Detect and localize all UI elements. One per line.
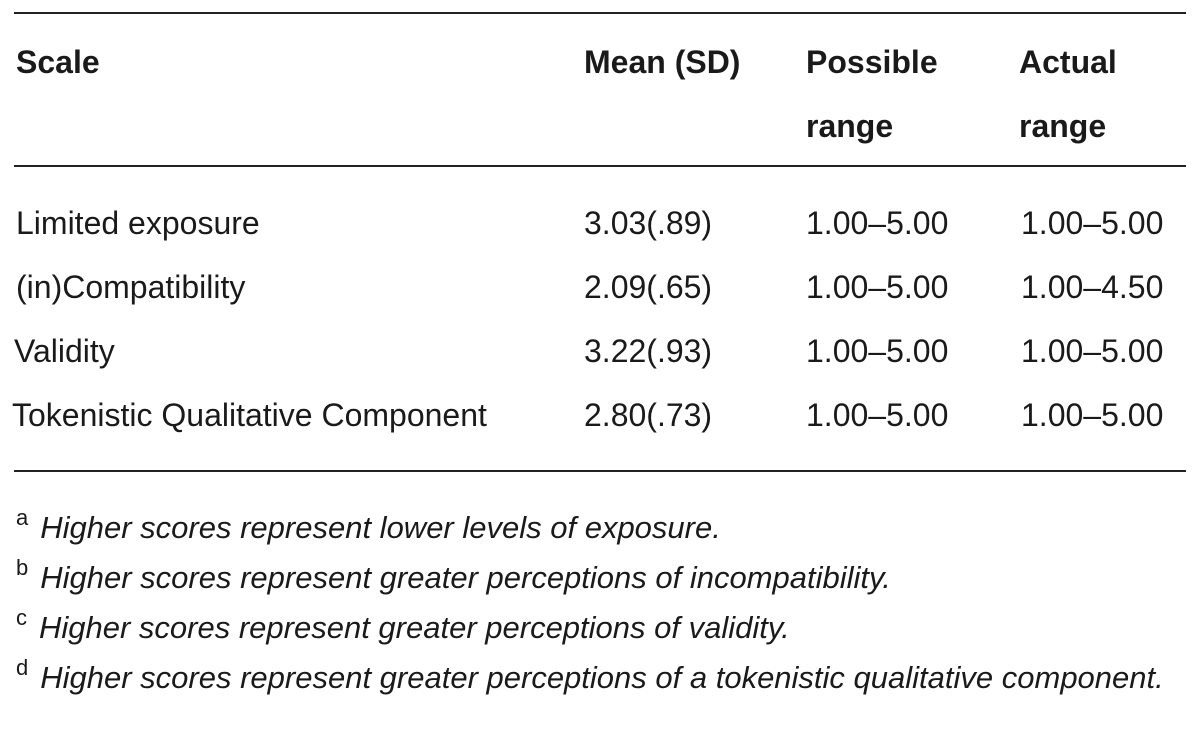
- footnote-text: Higher scores represent greater percepti…: [40, 660, 1164, 695]
- footnote: d Higher scores represent greater percept…: [16, 655, 1188, 699]
- footnote: c Higher scores represent greater percept…: [16, 603, 1188, 653]
- cell-possible-range: 1.00–5.00: [806, 205, 949, 241]
- cell-scale: (in)Compatibility: [16, 269, 246, 305]
- cell-scale: Validity: [14, 333, 115, 369]
- header-actual-line1: Actual: [1019, 44, 1117, 80]
- footnote-mark: a: [16, 505, 29, 530]
- cell-actual-range: 1.00–5.00: [1021, 333, 1164, 369]
- footnote-text: Higher scores represent greater percepti…: [40, 560, 891, 595]
- cell-mean: 3.03(.89): [584, 205, 713, 241]
- top-rule: [14, 12, 1186, 14]
- footnote-text: Higher scores represent greater percepti…: [39, 610, 790, 645]
- header-possible-line1: Possible: [806, 44, 938, 80]
- cell-possible-range: 1.00–5.00: [806, 397, 949, 433]
- header-possible-line2: range: [806, 108, 894, 144]
- cell-actual-range: 1.00–4.50: [1021, 269, 1164, 305]
- cell-actual-range: 1.00–5.00: [1021, 397, 1164, 433]
- footnote: b Higher scores represent greater percept…: [16, 553, 1188, 603]
- cell-possible-range: 1.00–5.00: [806, 269, 949, 305]
- cell-actual-range: 1.00–5.00: [1021, 205, 1164, 241]
- header-actual-line2: range: [1019, 108, 1107, 144]
- header-scale: Scale: [16, 44, 100, 80]
- bottom-rule: [14, 470, 1186, 472]
- footnote: a Higher scores represent lower levels of…: [16, 503, 1188, 553]
- footnote-mark: d: [16, 655, 29, 680]
- header-mean: Mean (SD): [584, 44, 741, 80]
- cell-mean: 2.80(.73): [584, 397, 713, 433]
- footnote-mark: c: [16, 605, 27, 630]
- footnote-text: Higher scores represent lower levels of …: [40, 510, 721, 545]
- footnote-mark: b: [16, 555, 29, 580]
- cell-mean: 2.09(.65): [584, 269, 713, 305]
- cell-mean: 3.22(.93): [584, 333, 713, 369]
- cell-scale: Tokenistic Qualitative Component: [12, 397, 487, 433]
- cell-scale: Limited exposure: [16, 205, 260, 241]
- cell-possible-range: 1.00–5.00: [806, 333, 949, 369]
- header-rule: [14, 165, 1186, 167]
